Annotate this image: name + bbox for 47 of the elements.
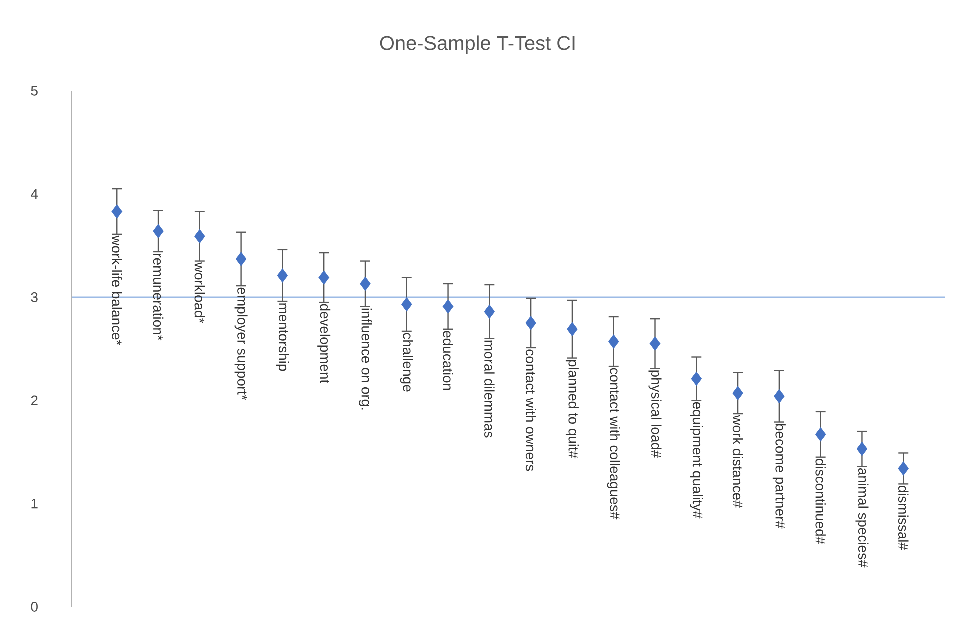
point (815, 427, 826, 442)
x-tick-label: dismissal# (898, 486, 909, 550)
x-tick-label: workload* (194, 262, 206, 324)
x-tick-label: work-life balance* (112, 236, 122, 346)
point (732, 386, 744, 401)
y-tick-label: 4 (31, 189, 38, 199)
x-tick-label: remuneration* (153, 254, 164, 341)
x-tick-label: work distance# (732, 415, 744, 508)
point (401, 297, 412, 312)
x-tick-label: influence on org. (358, 308, 372, 410)
y-tick-label: 5 (31, 86, 38, 96)
y-tick-label: 0 (31, 602, 38, 612)
point (484, 304, 496, 320)
point (567, 322, 578, 337)
x-tick-label: physical load# (648, 370, 662, 458)
y-tick-label: 3 (31, 292, 38, 302)
x-tick-label: mentorship (276, 304, 290, 372)
point (360, 276, 371, 292)
x-tick-label: employer support* (234, 288, 248, 400)
y-tick-label: 1 (32, 499, 38, 509)
point (774, 389, 785, 404)
x-tick-label: become partner# (772, 424, 786, 529)
point (898, 462, 910, 476)
y-tick-label: 2 (31, 396, 38, 406)
point (112, 204, 123, 219)
point (153, 224, 164, 239)
point (856, 442, 868, 456)
x-tick-label: development (318, 304, 331, 384)
point (526, 316, 536, 330)
point (277, 268, 288, 283)
x-tick-label: moral dilemmas (484, 340, 495, 438)
x-tick-label: contact with owners (526, 350, 536, 472)
x-tick-label: animal species# (856, 468, 869, 568)
point (650, 336, 661, 352)
point (194, 229, 206, 244)
point (318, 270, 330, 285)
x-tick-label: equipment quality# (690, 402, 704, 519)
chart-title: One-Sample T-Test CI (380, 36, 575, 54)
point (236, 252, 247, 266)
x-tick-label: planned to quit# (566, 360, 579, 459)
point (691, 372, 702, 386)
point (608, 334, 620, 349)
x-tick-label: challenge (400, 333, 414, 392)
x-tick-label: education (443, 331, 454, 390)
point (442, 300, 454, 314)
x-tick-label: discontinued# (816, 459, 826, 545)
x-tick-label: contact with colleagues# (607, 368, 620, 520)
